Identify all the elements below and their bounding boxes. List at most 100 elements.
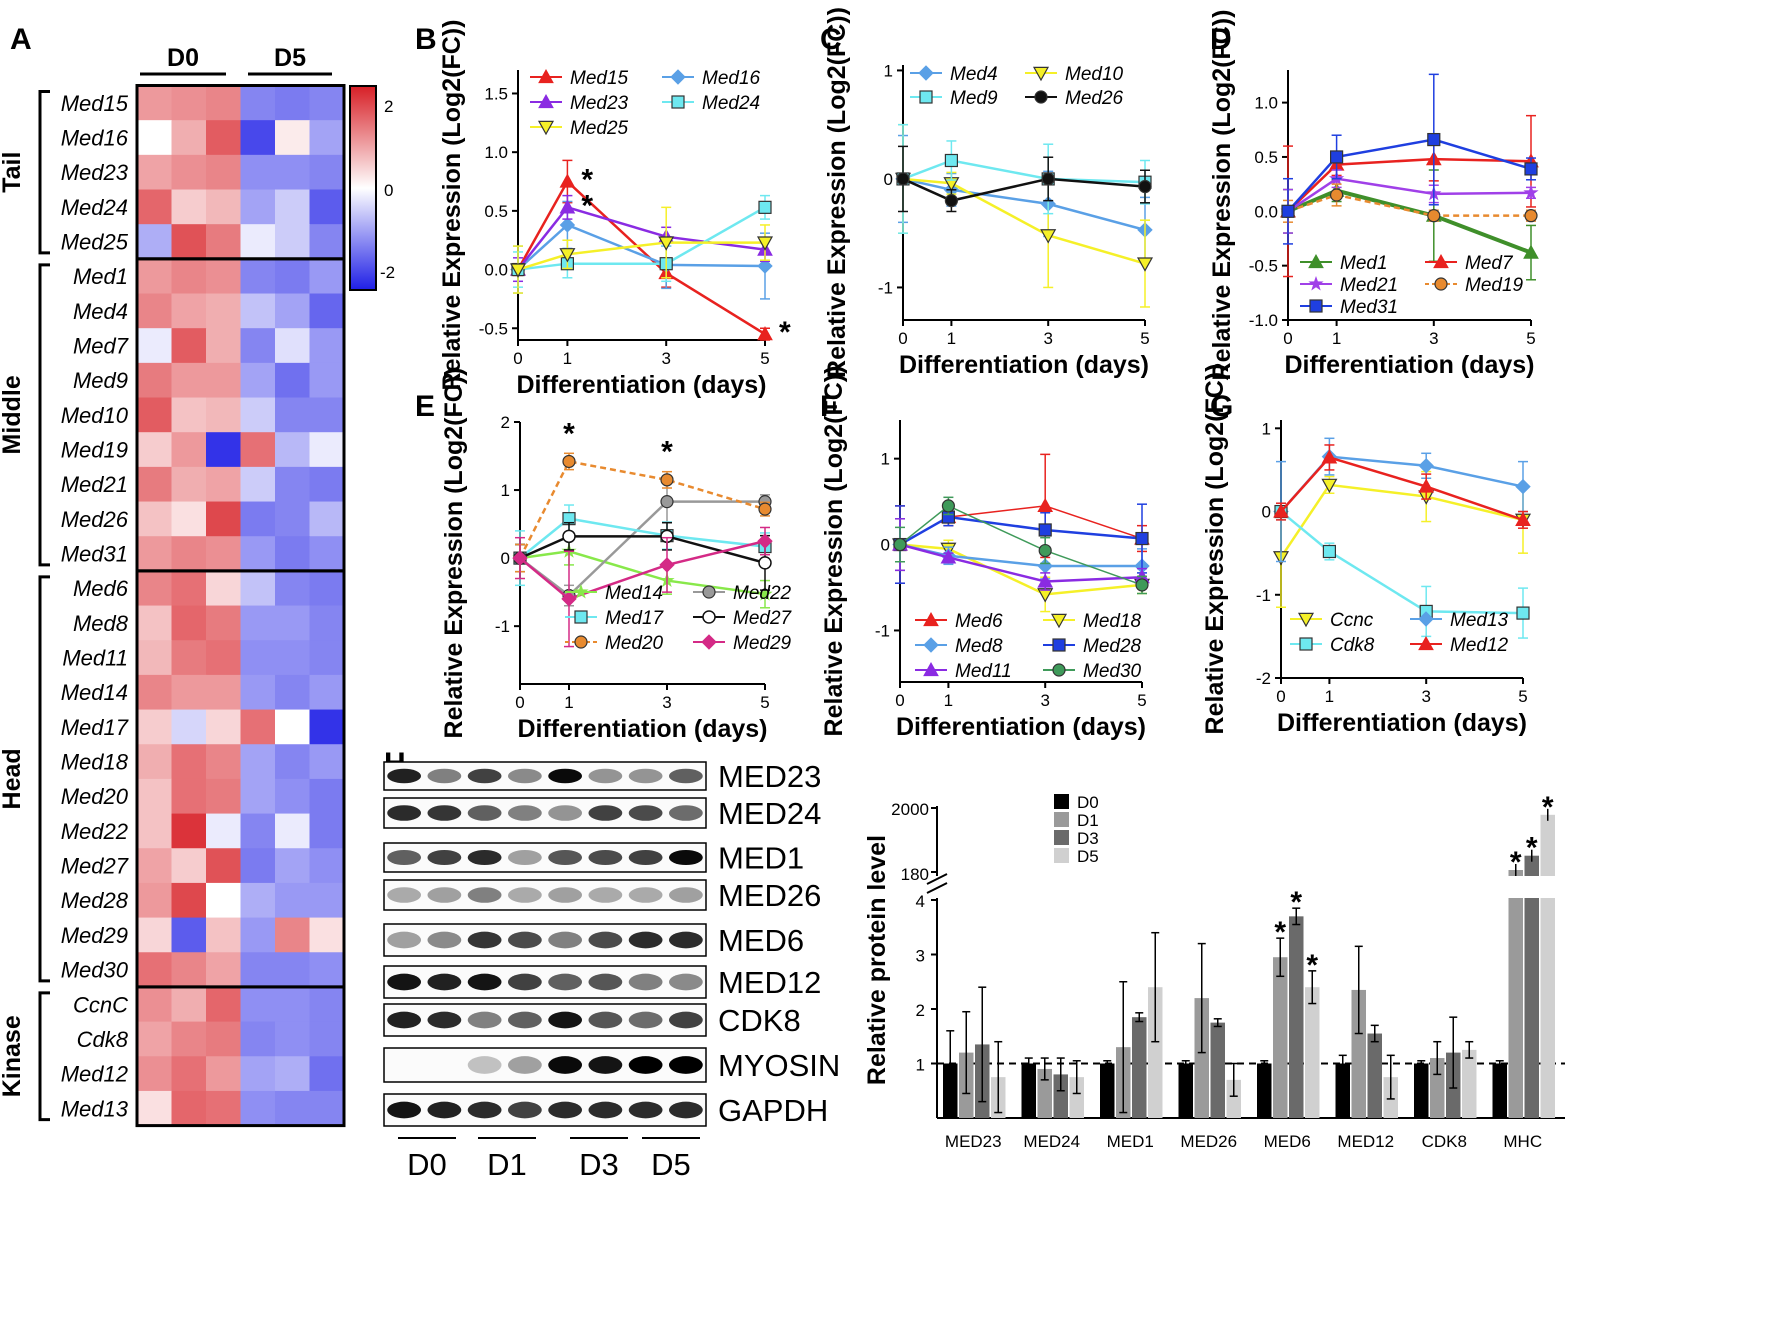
- marker-diamond: [757, 533, 773, 549]
- series-line: [1287, 157, 1532, 213]
- marker-square: [671, 95, 685, 109]
- marker-triangle: [757, 326, 773, 341]
- heatmap-colgroup-label: D0: [167, 44, 199, 72]
- blot-band-label: MED24: [718, 796, 821, 831]
- marker-triangle: [1321, 449, 1338, 464]
- legend-item: Med4: [910, 64, 998, 85]
- blot-band: [668, 768, 703, 784]
- heatmap-cell: [240, 85, 276, 121]
- heatmap-group-bracket: [38, 575, 50, 983]
- heatmap-cell: [240, 605, 276, 641]
- legend-item: Med12: [1410, 635, 1509, 656]
- blot-band: [668, 1056, 703, 1074]
- heatmap-cell: [275, 362, 310, 399]
- heatmap-row-label: Med22: [61, 819, 128, 844]
- heatmap-cell: [171, 1056, 207, 1092]
- x-tick-label: 5: [760, 693, 769, 712]
- marker-diamond: [659, 557, 675, 573]
- heatmap-cell: [240, 154, 276, 191]
- blot-band: [387, 931, 422, 949]
- blot-band: [628, 1101, 663, 1119]
- heatmap-cell: [275, 952, 310, 988]
- y-axis-label: Relative protein level: [863, 835, 891, 1085]
- colorbar-tick: 0: [384, 181, 393, 200]
- marker-star: [757, 586, 773, 601]
- heatmap-cell: [171, 848, 207, 884]
- y-tick-label: 2000: [891, 800, 929, 819]
- legend-label: Med11: [955, 661, 1012, 682]
- lane-group-label: D5: [651, 1147, 691, 1182]
- blot-band: [668, 849, 703, 866]
- bar: [1273, 957, 1288, 1118]
- x-tick-label: MED24: [1023, 1132, 1080, 1151]
- heatmap-cell: [137, 1090, 172, 1127]
- y-axis-label: Relative Expression (Log2(FC)): [823, 7, 851, 378]
- heatmap-cell: [275, 709, 310, 745]
- blot-band: [628, 887, 663, 903]
- heatmap-cell: [240, 570, 276, 607]
- marker-diamond: [918, 65, 934, 81]
- series-med13: [1273, 437, 1531, 563]
- heatmap-cell: [171, 917, 207, 953]
- marker-star: [1523, 184, 1539, 200]
- blot-band: [668, 1101, 703, 1119]
- heatmap-cell: [240, 293, 276, 329]
- heatmap-cell: [275, 536, 310, 572]
- heatmap-cell: [240, 466, 276, 503]
- heatmap-row-label: Med4: [73, 299, 128, 324]
- blot-band: [548, 1101, 583, 1119]
- y-tick-label: 0: [1262, 503, 1271, 522]
- blot-band: [588, 805, 623, 821]
- blot-band: [387, 849, 422, 866]
- heatmap-row-label: Med17: [61, 715, 129, 740]
- heatmap-cell: [240, 709, 276, 745]
- heatmap-cell: [137, 952, 172, 988]
- y-tick-label: 4: [916, 892, 925, 911]
- bar: [1194, 998, 1209, 1118]
- bar: [1226, 1079, 1241, 1118]
- blot-band: [668, 931, 703, 949]
- legend-label: Med1: [1340, 253, 1388, 274]
- heatmap-cell: [275, 986, 310, 1023]
- heatmap-cell: [240, 362, 276, 399]
- series-line: [899, 543, 1143, 596]
- heatmap-cell: [309, 466, 345, 503]
- legend-label: D1: [1077, 811, 1099, 830]
- blot-band: [628, 805, 663, 821]
- legend-item: Med31: [1300, 297, 1398, 318]
- heatmap-cell: [137, 1056, 172, 1092]
- series-line: [902, 177, 1146, 265]
- x-tick-label: MED26: [1180, 1132, 1237, 1151]
- blot-band: [628, 768, 663, 784]
- marker-square: [1299, 637, 1313, 651]
- legend: Med1 Med7 Med21 Med19 Med31: [1300, 253, 1524, 318]
- lane-group-label: D1: [487, 1147, 527, 1182]
- legend-item: Med22: [693, 583, 792, 604]
- heatmap-group-label: Kinase: [0, 1015, 26, 1097]
- heatmap-cell: [275, 605, 310, 641]
- heatmap-cell: [206, 605, 241, 641]
- x-tick-label: 5: [1137, 691, 1146, 710]
- legend-label: Med27: [733, 608, 793, 629]
- marker-circle: [944, 194, 959, 208]
- marker-square: [1281, 204, 1295, 218]
- heatmap-cell: [206, 224, 241, 260]
- series-med31: [1281, 73, 1538, 245]
- heatmap-cell: [240, 848, 276, 884]
- bar: [1289, 916, 1304, 1118]
- heatmap-row-label: Med18: [61, 750, 129, 775]
- heatmap-row-label: Med25: [61, 230, 129, 255]
- legend-item: Med14: [565, 583, 663, 604]
- series-line: [519, 500, 765, 598]
- marker-circle: [702, 585, 716, 599]
- marker-triangle-down: [1040, 229, 1057, 244]
- x-tick-label: 1: [944, 691, 953, 710]
- blot-band: [548, 1011, 583, 1029]
- heatmap: Med15 Med16 Med23 Med24 Med25 Med1 Med4 Med7 Med…: [0, 44, 395, 1128]
- heatmap-row-label: Med27: [61, 854, 129, 879]
- heatmap-row-label: Med10: [61, 403, 129, 428]
- heatmap-cell: [137, 501, 172, 537]
- bar: [1257, 1063, 1272, 1118]
- heatmap-cell: [171, 813, 207, 849]
- y-tick-label: 0: [884, 170, 893, 189]
